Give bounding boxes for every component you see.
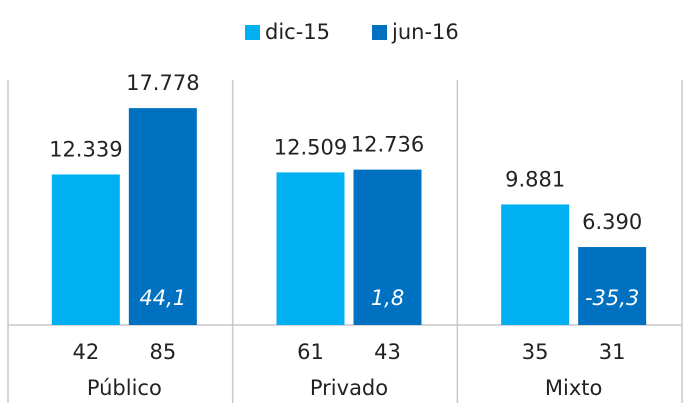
legend-swatch [245, 25, 260, 40]
bar [353, 169, 422, 325]
legend-swatch [372, 25, 387, 40]
value-label: 17.778 [126, 71, 199, 95]
value-label: 9.881 [505, 167, 565, 191]
value-label: 12.509 [274, 135, 347, 159]
category-label: Privado [310, 376, 388, 400]
change-label: -35,3 [585, 286, 639, 310]
bar [51, 174, 120, 325]
category-label: Mixto [545, 376, 602, 400]
bar [128, 108, 197, 325]
count-label: 35 [522, 340, 549, 364]
count-label: 43 [374, 340, 401, 364]
bar [501, 204, 570, 325]
value-label: 12.736 [351, 133, 424, 157]
bar [578, 247, 647, 325]
value-label: 12.339 [49, 137, 122, 161]
count-label: 61 [297, 340, 324, 364]
change-label: 44,1 [139, 286, 186, 310]
legend-label: jun-16 [391, 20, 459, 44]
category-label: Público [87, 376, 162, 400]
count-label: 85 [149, 340, 176, 364]
count-label: 31 [599, 340, 626, 364]
value-label: 6.390 [582, 210, 642, 234]
count-label: 42 [72, 340, 99, 364]
change-label: 1,8 [371, 286, 404, 310]
legend-label: dic-15 [265, 20, 330, 44]
bar [276, 172, 345, 325]
